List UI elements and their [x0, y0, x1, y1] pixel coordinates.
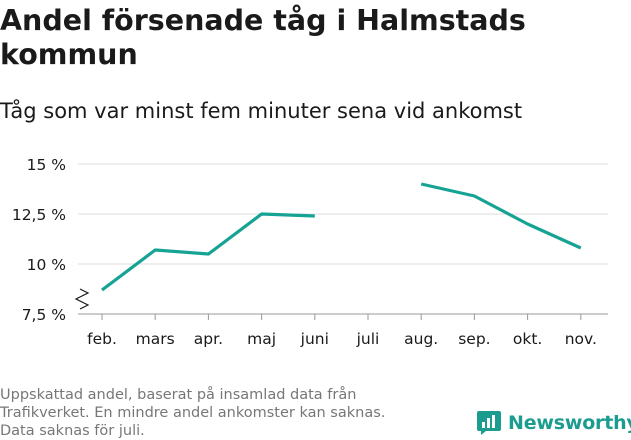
source-note-line-3: Data saknas för juli.: [0, 423, 145, 439]
gridlines: [78, 163, 608, 265]
y-tick-labels: 7,5 % 10 % 12,5 % 15 %: [12, 156, 66, 324]
axis-break-zigzag: [74, 288, 90, 310]
newsworthy-logo-icon: [477, 411, 501, 435]
x-tick-label: aug.: [404, 330, 438, 348]
y-tick-label: 15 %: [27, 156, 66, 174]
x-tick-labels: feb. mars apr. maj juni juli aug. sep. okt. nov.: [87, 314, 597, 348]
x-tick-label: juni: [300, 330, 329, 348]
source-note: Uppskattad andel, baserat på insamlad da…: [0, 386, 440, 440]
x-tick-label: mars: [136, 330, 175, 348]
source-note-line-1: Uppskattad andel, baserat på insamlad da…: [0, 387, 357, 403]
y-tick-label: 7,5 %: [22, 306, 66, 324]
series-lines: [101, 182, 582, 292]
chart-title: Andel försenade tåg i Halmstads kommun: [0, 4, 526, 71]
x-tick-label: apr.: [194, 330, 223, 348]
chart-subtitle: Tåg som var minst fem minuter sena vid a…: [0, 99, 523, 123]
series-line-segment-1: [101, 212, 315, 292]
x-tick-label: maj: [247, 330, 276, 348]
source-note-line-2: Trafikverket. En mindre andel ankomster …: [0, 405, 386, 421]
x-tick-label: nov.: [565, 330, 597, 348]
x-tick-label: sep.: [458, 330, 490, 348]
y-tick-label: 12,5 %: [12, 206, 66, 224]
line-chart: 7,5 % 10 % 12,5 % 15 % feb. mars apr. maj juni j…: [12, 156, 608, 348]
brand-name: Newsworthy: [508, 412, 631, 434]
x-tick-label: juli: [356, 330, 380, 348]
y-tick-label: 10 %: [27, 256, 66, 274]
axis-break-marker: [74, 288, 90, 310]
series-line-segment-2: [420, 182, 582, 250]
x-tick-label: feb.: [87, 330, 117, 348]
x-tick-label: okt.: [513, 330, 542, 348]
newsworthy-logo: Newsworthy: [476, 408, 631, 438]
